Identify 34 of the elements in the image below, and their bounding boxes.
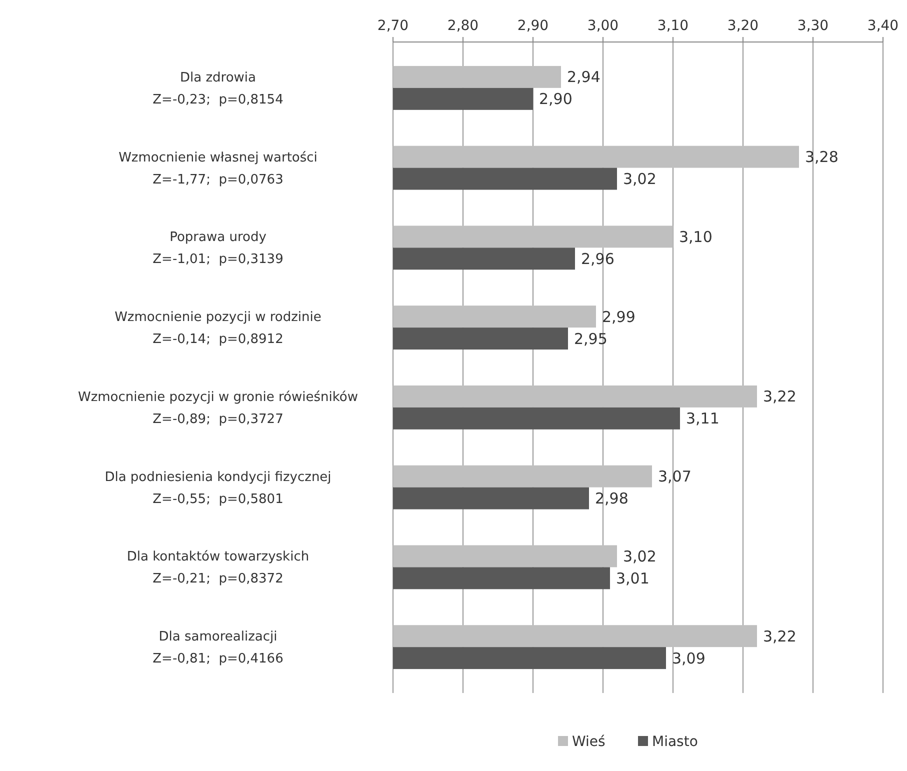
data-label: 3,11	[686, 410, 720, 428]
data-label: 2,94	[567, 68, 600, 86]
data-label: 3,02	[623, 170, 656, 188]
data-label: 3,07	[658, 468, 692, 486]
data-label: 2,95	[574, 330, 608, 348]
x-tick-label: 3,30	[797, 18, 829, 34]
data-label: 2,90	[539, 90, 572, 108]
y-tick-label: Wzmocnienie własnej wartości Z=-1,77; p=0,0763	[118, 150, 318, 188]
y-tick-label: Dla zdrowia Z=-0,23; p=0,8154	[152, 70, 284, 108]
legend-label: Wieś	[572, 734, 606, 750]
y-tick-label: Dla samorealizacji Z=-0,81; p=0,4166	[152, 630, 284, 667]
x-tick-label: 2,90	[517, 18, 549, 34]
y-tick-label: Wzmocnienie pozycji w gronie rówieśników Z=-0,89; p=0,3727	[78, 390, 358, 427]
y-tick-label: Poprawa urody Z=-1,01; p=0,3139	[152, 230, 284, 268]
x-tick-label: 3,40	[867, 18, 899, 34]
y-tick-label: Wzmocnienie pozycji w rodzinie Z=-0,14; p=0,8912	[114, 310, 322, 348]
data-label: 3,09	[672, 649, 706, 668]
x-tick-label: 2,80	[447, 18, 479, 34]
data-label: 3,10	[679, 228, 712, 246]
data-label: 3,22	[763, 627, 796, 646]
x-tick-label: 3,00	[587, 18, 619, 34]
data-label: 3,22	[763, 388, 796, 406]
data-label: 2,98	[595, 490, 628, 508]
y-tick-label: Dla kontaktów towarzyskich Z=-0,21; p=0,8372	[126, 550, 310, 587]
data-label: 2,99	[602, 308, 636, 326]
data-label: 3,01	[616, 569, 650, 588]
x-tick-label: 2,70	[377, 18, 409, 34]
data-label: 3,02	[623, 547, 656, 566]
x-tick-label: 3,20	[727, 18, 759, 34]
data-label: 2,96	[581, 250, 614, 268]
y-tick-label: Dla podniesienia kondycji fizycznej Z=-0,55; p=0,5801	[104, 470, 332, 507]
x-tick-label: 3,10	[657, 18, 689, 34]
legend-label: Miasto	[652, 734, 698, 750]
data-label: 3,28	[805, 148, 838, 166]
